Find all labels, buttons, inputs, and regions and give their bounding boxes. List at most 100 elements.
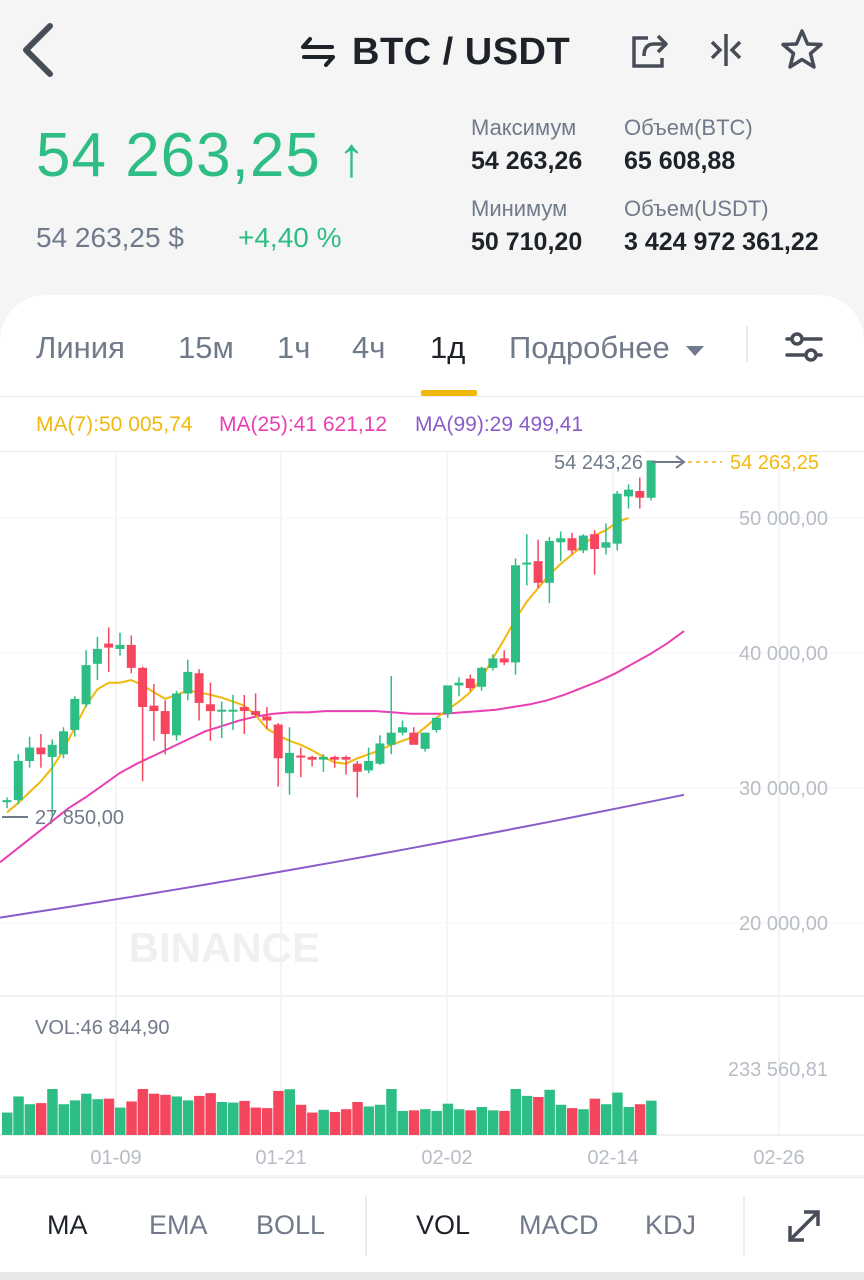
price-change-percent: +4,40 % [238,222,342,253]
volume-quote-label: Объем(USDT) [624,196,769,221]
volume-bar [228,1102,239,1135]
volume-bar [533,1097,544,1135]
candle-body [352,763,362,772]
volume-bar [35,1103,47,1135]
tab-4h[interactable]: 4ч [352,330,386,365]
star-favorite-icon[interactable] [780,28,824,72]
x-tick-label: 02-14 [587,1147,638,1169]
indicator-macd[interactable]: MACD [519,1210,599,1240]
candle-body [601,542,611,548]
candle-body [2,800,12,803]
candle-body [409,732,419,745]
x-tick-label: 02-02 [421,1147,472,1169]
candle-body [499,658,509,663]
home-indicator-strip [0,1272,864,1280]
candle-body [59,731,68,755]
volume-bar [148,1093,160,1135]
volume-bar [408,1110,420,1135]
chart-settings-icon[interactable] [784,330,824,364]
tab-1h[interactable]: 1ч [277,330,311,365]
candle-body [36,747,46,755]
volume-bar [374,1104,386,1135]
tab-more[interactable]: Подробнее [509,330,706,366]
candle-body [612,493,622,544]
volume-bar [510,1089,521,1135]
volume-bar [454,1109,465,1135]
candle-body [149,705,159,712]
volume-bar [612,1092,623,1135]
y-tick-label: 50 000,00 [739,508,828,530]
volume-bar [442,1103,454,1135]
y-tick-label: 30 000,00 [739,778,828,800]
indicator-boll[interactable]: BOLL [256,1210,326,1240]
volume-bar [499,1110,510,1135]
candle-body [431,717,441,730]
volume-bar [431,1110,442,1135]
top-bar: BTC / USDT [0,0,864,100]
volume-bar [386,1089,397,1135]
tab-1d[interactable]: 1д [430,330,466,365]
indicator-divider [365,1196,367,1256]
high-label: Максимум [471,115,577,140]
high-marker-arrow-icon [652,455,686,469]
volume-bar [397,1110,408,1135]
y-tick-label: 20 000,00 [739,913,828,935]
pair-selector[interactable]: BTC / USDT [300,24,570,80]
volume-bar [137,1089,149,1135]
candles [2,460,656,818]
volume-label: VOL:46 844,90 [35,1017,170,1039]
indicator-ema[interactable]: EMA [149,1210,208,1240]
candle-body [330,756,340,760]
last-price: 54 263,25 ↑ [36,121,367,190]
price-usd: 54 263,25 $ [36,222,184,253]
candle-body [364,761,374,771]
volume-bar [126,1101,137,1135]
ma7-value: MA(7):50 005,74 [36,413,193,436]
candle-body [172,693,181,736]
ma99-line [0,793,685,919]
candle-body [70,698,80,730]
indicator-kdj[interactable]: KDJ [645,1210,697,1240]
volume-bar [239,1100,250,1135]
volume-bar [2,1112,13,1135]
volume-bar [318,1109,329,1135]
low-marker-label: 27 850,00 [35,807,124,829]
ma-indicator-row: MA(7):50 005,74 MA(25):41 621,12 MA(99):… [0,396,864,452]
candle-body [307,756,317,760]
volume-bar [58,1104,69,1135]
x-tick-label: 01-09 [90,1147,141,1169]
volume-bar [103,1098,115,1135]
candle-body [251,711,261,716]
compare-icon[interactable] [704,28,748,72]
current-price-label: 54 263,25 [730,452,819,474]
candle-body [183,671,193,694]
candle-body [138,667,148,707]
candle-body [273,724,283,759]
candle-body [624,489,633,497]
volume-bar [487,1110,499,1135]
candlestick-chart[interactable]: BINANCE 50 000,00 40 000,00 30 000,00 20 00… [0,452,864,1177]
volume-bar [307,1112,318,1135]
indicator-vol[interactable]: VOL [416,1210,471,1240]
fullscreen-expand-icon[interactable] [786,1208,822,1244]
volume-base-label: Объем(BTC) [624,115,753,140]
tab-line[interactable]: Линия [36,330,125,365]
back-arrow-icon[interactable] [18,22,58,78]
volume-bar [646,1100,657,1135]
candle-body [477,667,487,687]
indicator-ma[interactable]: MA [47,1210,88,1240]
ma25-value: MA(25):41 621,12 [219,413,388,436]
candle-body [511,565,520,663]
share-icon[interactable] [628,28,672,72]
tab-15m[interactable]: 15м [178,330,234,365]
volume-bar [600,1104,612,1135]
candle-body [398,727,407,733]
volume-bar [69,1100,81,1135]
volume-quote-value: 3 424 972 361,22 [624,228,819,256]
candle-body [533,561,543,583]
volume-bar [623,1107,634,1135]
tab-more-label: Подробнее [509,330,670,365]
volume-bar [13,1096,24,1135]
candle-body [454,682,464,686]
volume-base-value: 65 608,88 [624,147,736,175]
